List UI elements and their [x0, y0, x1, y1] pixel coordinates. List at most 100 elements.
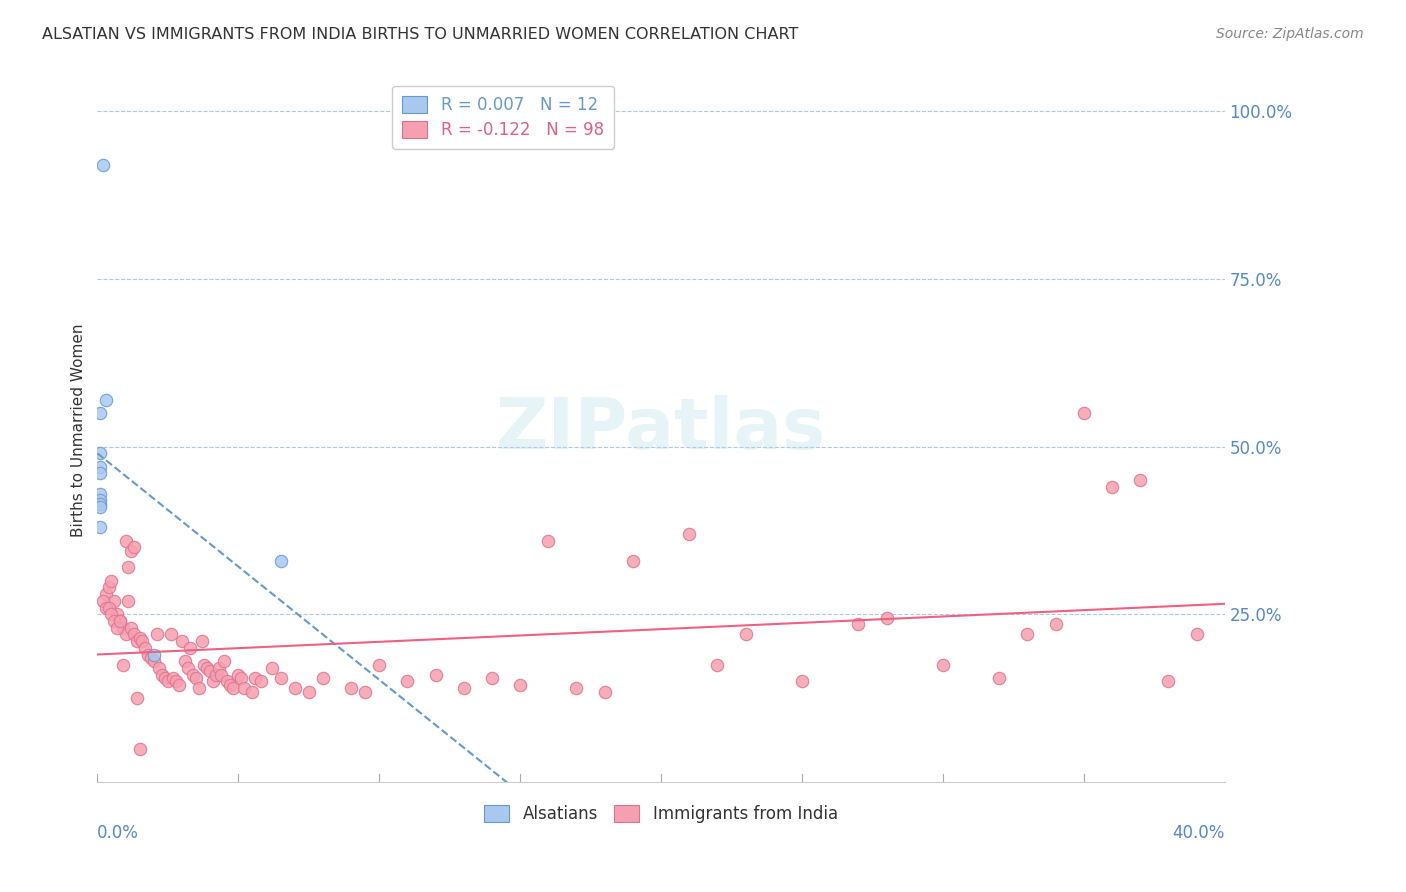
- Point: [91, 594, 114, 608]
- Text: ALSATIAN VS IMMIGRANTS FROM INDIA BIRTHS TO UNMARRIED WOMEN CORRELATION CHART: ALSATIAN VS IMMIGRANTS FROM INDIA BIRTHS…: [42, 27, 799, 42]
- Point: [198, 665, 221, 679]
- Text: 0.0%: 0.0%: [97, 824, 139, 842]
- Point: [678, 526, 700, 541]
- Point: [94, 392, 117, 407]
- Point: [207, 661, 229, 675]
- Point: [425, 667, 447, 681]
- Point: [114, 533, 136, 548]
- Point: [89, 497, 111, 511]
- Point: [229, 671, 252, 685]
- Point: [215, 674, 238, 689]
- Point: [221, 681, 243, 695]
- Point: [122, 627, 145, 641]
- Point: [176, 661, 198, 675]
- Point: [89, 500, 111, 514]
- Point: [270, 671, 292, 685]
- Point: [89, 467, 111, 481]
- Point: [117, 594, 139, 608]
- Point: [150, 667, 173, 681]
- Point: [103, 594, 125, 608]
- Point: [509, 678, 531, 692]
- Point: [89, 459, 111, 474]
- Point: [218, 678, 240, 692]
- Point: [125, 634, 148, 648]
- Point: [368, 657, 391, 672]
- Point: [250, 674, 273, 689]
- Point: [136, 648, 159, 662]
- Point: [565, 681, 588, 695]
- Point: [131, 634, 153, 648]
- Point: [212, 654, 235, 668]
- Point: [270, 554, 292, 568]
- Point: [243, 671, 266, 685]
- Point: [184, 671, 207, 685]
- Point: [165, 674, 187, 689]
- Point: [932, 657, 955, 672]
- Point: [298, 684, 321, 698]
- Point: [179, 640, 201, 655]
- Point: [790, 674, 813, 689]
- Point: [97, 581, 120, 595]
- Point: [103, 614, 125, 628]
- Point: [122, 540, 145, 554]
- Point: [139, 651, 162, 665]
- Point: [1101, 480, 1123, 494]
- Point: [94, 587, 117, 601]
- Point: [120, 621, 142, 635]
- Point: [187, 681, 209, 695]
- Point: [340, 681, 363, 695]
- Point: [134, 640, 156, 655]
- Text: Source: ZipAtlas.com: Source: ZipAtlas.com: [1216, 27, 1364, 41]
- Point: [1129, 473, 1152, 487]
- Point: [91, 158, 114, 172]
- Point: [621, 554, 644, 568]
- Point: [89, 520, 111, 534]
- Point: [453, 681, 475, 695]
- Point: [162, 671, 184, 685]
- Point: [734, 627, 756, 641]
- Point: [117, 560, 139, 574]
- Point: [111, 657, 134, 672]
- Point: [1157, 674, 1180, 689]
- Point: [181, 667, 204, 681]
- Point: [128, 631, 150, 645]
- Point: [846, 617, 869, 632]
- Point: [105, 607, 128, 622]
- Point: [354, 684, 377, 698]
- Point: [190, 634, 212, 648]
- Point: [145, 627, 167, 641]
- Point: [111, 621, 134, 635]
- Point: [94, 600, 117, 615]
- Legend: Alsatians, Immigrants from India: Alsatians, Immigrants from India: [478, 798, 845, 830]
- Point: [89, 486, 111, 500]
- Point: [167, 678, 190, 692]
- Point: [284, 681, 307, 695]
- Point: [1185, 627, 1208, 641]
- Point: [204, 667, 226, 681]
- Point: [156, 674, 179, 689]
- Point: [153, 671, 176, 685]
- Point: [89, 446, 111, 460]
- Point: [89, 406, 111, 420]
- Point: [481, 671, 503, 685]
- Point: [593, 684, 616, 698]
- Point: [142, 648, 165, 662]
- Point: [89, 493, 111, 508]
- Point: [312, 671, 335, 685]
- Point: [988, 671, 1011, 685]
- Text: 40.0%: 40.0%: [1173, 824, 1225, 842]
- Point: [195, 661, 218, 675]
- Point: [262, 661, 284, 675]
- Point: [108, 614, 131, 628]
- Point: [100, 574, 122, 588]
- Point: [105, 621, 128, 635]
- Point: [193, 657, 215, 672]
- Point: [120, 543, 142, 558]
- Point: [159, 627, 181, 641]
- Point: [240, 684, 263, 698]
- Point: [1073, 406, 1095, 420]
- Point: [170, 634, 193, 648]
- Point: [173, 654, 195, 668]
- Point: [209, 667, 232, 681]
- Point: [114, 627, 136, 641]
